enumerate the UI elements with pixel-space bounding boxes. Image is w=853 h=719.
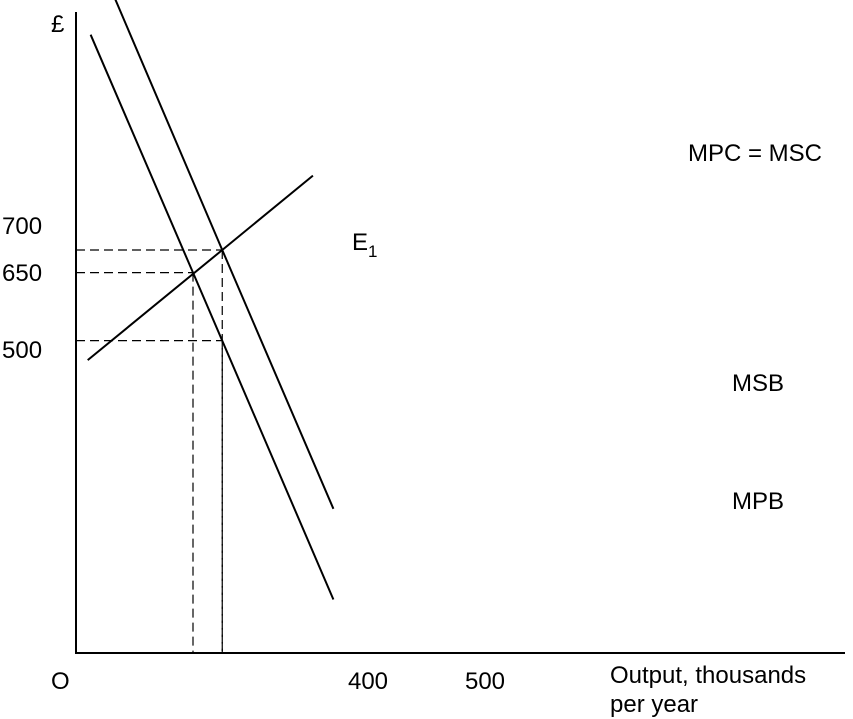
x-tick-label-500: 500 — [465, 668, 505, 695]
curve-mpc-msc — [87, 174, 314, 361]
y-tick-label-500: 500 — [2, 337, 42, 364]
curve-msb — [114, 0, 335, 510]
curves-layer — [87, 0, 335, 600]
x-axis-label-line-2: per year — [610, 691, 698, 718]
equilibrium-letter: E — [352, 229, 368, 256]
y-tick-label-700: 700 — [2, 213, 42, 240]
equilibrium-label: E1 — [352, 229, 377, 261]
curve-mpb — [89, 34, 335, 600]
equilibrium-subscript: 1 — [368, 242, 377, 261]
y-tick-label-650: 650 — [2, 260, 42, 287]
y-axis-label: £ — [51, 11, 64, 38]
series-label-mpb: MPB — [732, 488, 784, 515]
origin-label: O — [51, 668, 70, 695]
guides-layer — [76, 249, 223, 653]
series-label-mpc-msc: MPC = MSC — [688, 140, 822, 167]
x-tick-label-400: 400 — [348, 668, 388, 695]
series-label-msb: MSB — [732, 370, 784, 397]
x-axis-label-line-1: Output, thousands — [610, 662, 806, 689]
